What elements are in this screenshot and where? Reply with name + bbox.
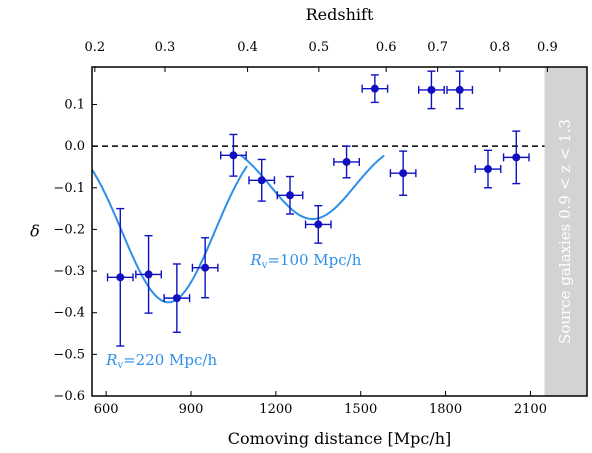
data-point-2 <box>163 263 191 333</box>
data-marker <box>172 294 181 303</box>
top-tick-label: 0.5 <box>309 40 330 55</box>
data-marker <box>484 165 492 174</box>
data-marker <box>342 157 351 166</box>
data-point-7 <box>304 204 332 244</box>
x-axis-title: Comoving distance [Mpc/h] <box>228 429 452 448</box>
data-point-13 <box>474 149 502 189</box>
data-point-14 <box>502 130 530 185</box>
data-point-1 <box>135 234 163 314</box>
data-point-8 <box>333 145 360 179</box>
data-marker <box>314 220 323 229</box>
data-marker <box>201 263 210 272</box>
top-tick-label: 0.2 <box>84 40 105 55</box>
data-marker <box>512 153 521 162</box>
x-tick-label: 900 <box>179 402 204 417</box>
x-tick-label: 2100 <box>514 402 547 417</box>
x-tick-label: 1200 <box>259 402 292 417</box>
y-tick-label: −0.1 <box>53 181 85 196</box>
y-axis-title: δ <box>30 222 40 241</box>
data-marker <box>427 85 436 94</box>
top-axis-title: Redshift <box>306 5 374 24</box>
y-tick-label: 0.0 <box>64 139 85 154</box>
annot-var: R <box>249 251 261 269</box>
model-curve-0 <box>92 165 248 304</box>
top-tick-label: 0.8 <box>490 40 511 55</box>
data-point-10 <box>389 150 417 196</box>
top-tick-label: 0.6 <box>376 40 397 55</box>
data-point-3 <box>191 237 219 299</box>
data-point-5 <box>248 158 276 202</box>
data-point-12 <box>446 70 474 110</box>
annot-sub: v <box>261 260 268 271</box>
x-tick-label: 1800 <box>429 402 462 417</box>
plot-frame <box>91 66 588 397</box>
data-marker <box>116 273 125 282</box>
annot-sub: v <box>116 360 123 371</box>
x-tick-label: 600 <box>94 402 119 417</box>
source-galaxies-band <box>544 67 587 396</box>
annot-var: R <box>105 351 117 369</box>
model-label-0: Rv=100 Mpc/h <box>249 251 361 271</box>
y-tick-label: −0.2 <box>53 222 85 237</box>
data-marker <box>370 84 379 93</box>
y-tick-label: −0.6 <box>53 389 85 404</box>
data-marker <box>229 151 238 160</box>
y-tick-label: −0.3 <box>53 264 85 279</box>
data-point-6 <box>276 175 304 215</box>
data-marker <box>257 176 266 185</box>
y-tick-label: −0.4 <box>53 306 85 321</box>
data-marker <box>144 270 153 279</box>
data-marker <box>455 85 464 94</box>
annot-text: =100 Mpc/h <box>267 251 361 269</box>
top-tick-label: 0.4 <box>237 40 258 55</box>
data-point-0 <box>106 207 134 347</box>
data-point-9 <box>361 74 389 104</box>
x-tick-label: 1500 <box>344 402 377 417</box>
source-galaxies-label: Source galaxies 0.9 < z < 1.3 <box>556 119 574 344</box>
top-tick-label: 0.3 <box>155 40 176 55</box>
data-marker <box>286 191 294 200</box>
top-tick-label: 0.7 <box>427 40 448 55</box>
top-tick-label: 0.9 <box>537 40 558 55</box>
model-label-1: Rv=220 Mpc/h <box>105 351 217 371</box>
y-tick-label: 0.1 <box>64 97 85 112</box>
y-tick-label: −0.5 <box>53 347 85 362</box>
data-point-11 <box>418 70 445 110</box>
data-marker <box>399 169 408 178</box>
annot-text: =220 Mpc/h <box>123 351 217 369</box>
data-point-4 <box>219 133 247 177</box>
